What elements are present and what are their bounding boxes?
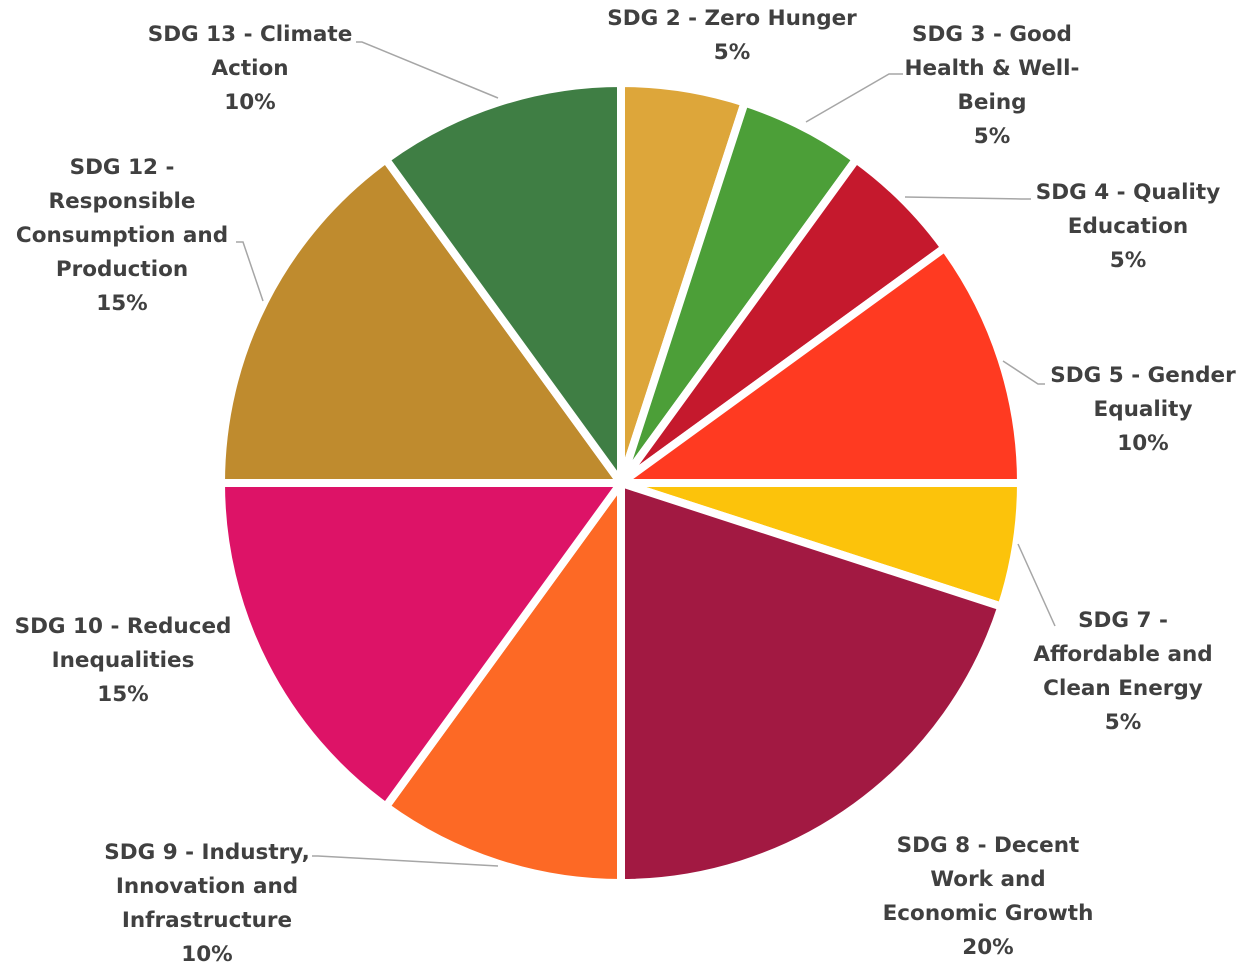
slice-value-label: 10%: [1117, 431, 1169, 456]
slice-label-text: Economic Growth: [882, 901, 1094, 926]
slice-label: SDG 9 - Industry, Innovation and Infrastru…: [104, 836, 310, 972]
slice-label: SDG 4 - Quality Education 5%: [1036, 176, 1220, 278]
leader-line: [1017, 543, 1056, 627]
slice-label-text: Action: [211, 56, 289, 81]
slice-label-text: Responsible: [48, 189, 196, 214]
slice-label-text: SDG 13 - Climate: [147, 22, 353, 47]
slice-label-text: Health & Well-: [904, 56, 1080, 81]
slice-value-label: 5%: [973, 124, 1011, 149]
slice-label-text: SDG 5 - Gender: [1050, 363, 1236, 388]
pie-slice: [216, 479, 629, 813]
slice-label-text: SDG 4 - Quality: [1035, 180, 1221, 205]
leader-line: [312, 855, 499, 867]
slice-label: SDG 12 - Responsible Consumption and Produc…: [16, 151, 228, 321]
slice-label-text: SDG 9 - Industry,: [104, 840, 310, 865]
slice-label: SDG 3 - Good Health & Well- Being 5%: [905, 18, 1080, 154]
slice-label: SDG 7 - Affordable and Clean Energy 5%: [1033, 604, 1212, 740]
pie-slice: [617, 477, 1007, 888]
slice-label-text: Innovation and: [115, 874, 299, 899]
slice-label-text: Work and: [930, 867, 1046, 892]
pie-slices: [216, 78, 1026, 888]
pie-slice: [380, 78, 625, 496]
slice-label: SDG 8 - Decent Work and Economic Growth 20%: [883, 829, 1094, 965]
slice-label: SDG 5 - Gender Equality 10%: [1050, 359, 1235, 461]
slice-value-label: 20%: [962, 935, 1014, 960]
slice-value-label: 5%: [713, 40, 751, 65]
slice-label-text: SDG 12 -: [69, 155, 175, 180]
slice-value-label: 5%: [1109, 248, 1147, 273]
slice-value-label: 10%: [224, 90, 276, 115]
slice-label-text: Being: [957, 90, 1027, 115]
slice-label-text: SDG 2 - Zero Hunger: [607, 6, 857, 31]
leader-line: [805, 73, 903, 123]
slice-label-text: SDG 10 - Reduced: [14, 614, 232, 639]
slice-label: SDG 13 - Climate Action 10%: [148, 18, 353, 120]
slice-label: SDG 10 - Reduced Inequalities 15%: [15, 610, 232, 712]
slice-label-text: Consumption and: [15, 223, 229, 248]
leader-line: [1002, 360, 1045, 385]
leader-line: [236, 241, 264, 302]
slice-value-label: 15%: [97, 682, 149, 707]
slice-label-text: SDG 7 -: [1078, 608, 1168, 633]
slice-label-text: Affordable and: [1033, 642, 1213, 667]
pie-slice: [216, 153, 629, 487]
slice-label-text: Clean Energy: [1043, 676, 1203, 701]
slice-label: SDG 2 - Zero Hunger 5%: [607, 2, 857, 70]
slice-label-text: Equality: [1093, 397, 1193, 422]
slice-label-text: Inequalities: [51, 648, 195, 673]
slice-label-text: Education: [1067, 214, 1189, 239]
leader-line: [356, 41, 499, 99]
slice-value-label: 15%: [96, 291, 148, 316]
slice-value-label: 5%: [1104, 710, 1142, 735]
leader-lines: [236, 41, 1056, 867]
slice-label-text: Production: [55, 257, 189, 282]
slice-label-text: SDG 3 - Good: [912, 22, 1072, 47]
slice-label-text: SDG 8 - Decent: [896, 833, 1080, 858]
slice-label-text: Infrastructure: [121, 908, 293, 933]
leader-line: [904, 196, 1031, 200]
slice-value-label: 10%: [181, 942, 233, 967]
pie-slice: [380, 470, 625, 888]
pie-slice: [608, 242, 1026, 487]
